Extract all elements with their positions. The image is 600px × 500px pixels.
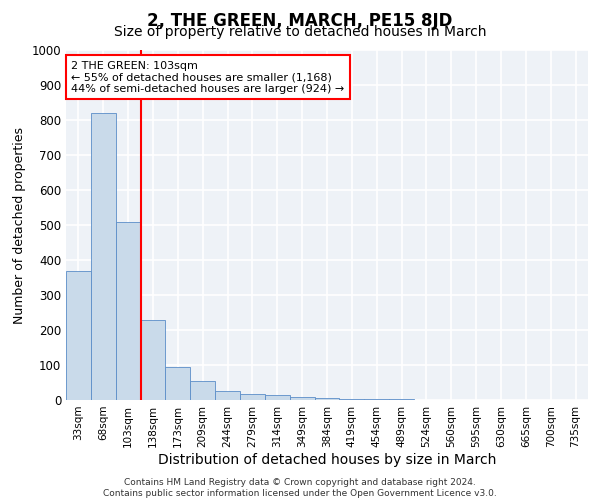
Text: Size of property relative to detached houses in March: Size of property relative to detached ho… [114,25,486,39]
Bar [314,398,340,400]
Bar [215,391,240,400]
Bar [140,320,166,400]
Bar [265,395,290,400]
Bar [340,399,364,400]
Text: Contains HM Land Registry data © Crown copyright and database right 2024.
Contai: Contains HM Land Registry data © Crown c… [103,478,497,498]
Text: 2 THE GREEN: 103sqm
← 55% of detached houses are smaller (1,168)
44% of semi-det: 2 THE GREEN: 103sqm ← 55% of detached ho… [71,60,344,94]
Bar [240,394,265,400]
Y-axis label: Number of detached properties: Number of detached properties [13,126,26,324]
Bar [116,222,140,400]
Bar [91,113,116,400]
Bar [166,368,190,400]
Text: 2, THE GREEN, MARCH, PE15 8JD: 2, THE GREEN, MARCH, PE15 8JD [148,12,452,30]
X-axis label: Distribution of detached houses by size in March: Distribution of detached houses by size … [158,452,496,466]
Bar [290,397,314,400]
Bar [190,381,215,400]
Bar [66,270,91,400]
